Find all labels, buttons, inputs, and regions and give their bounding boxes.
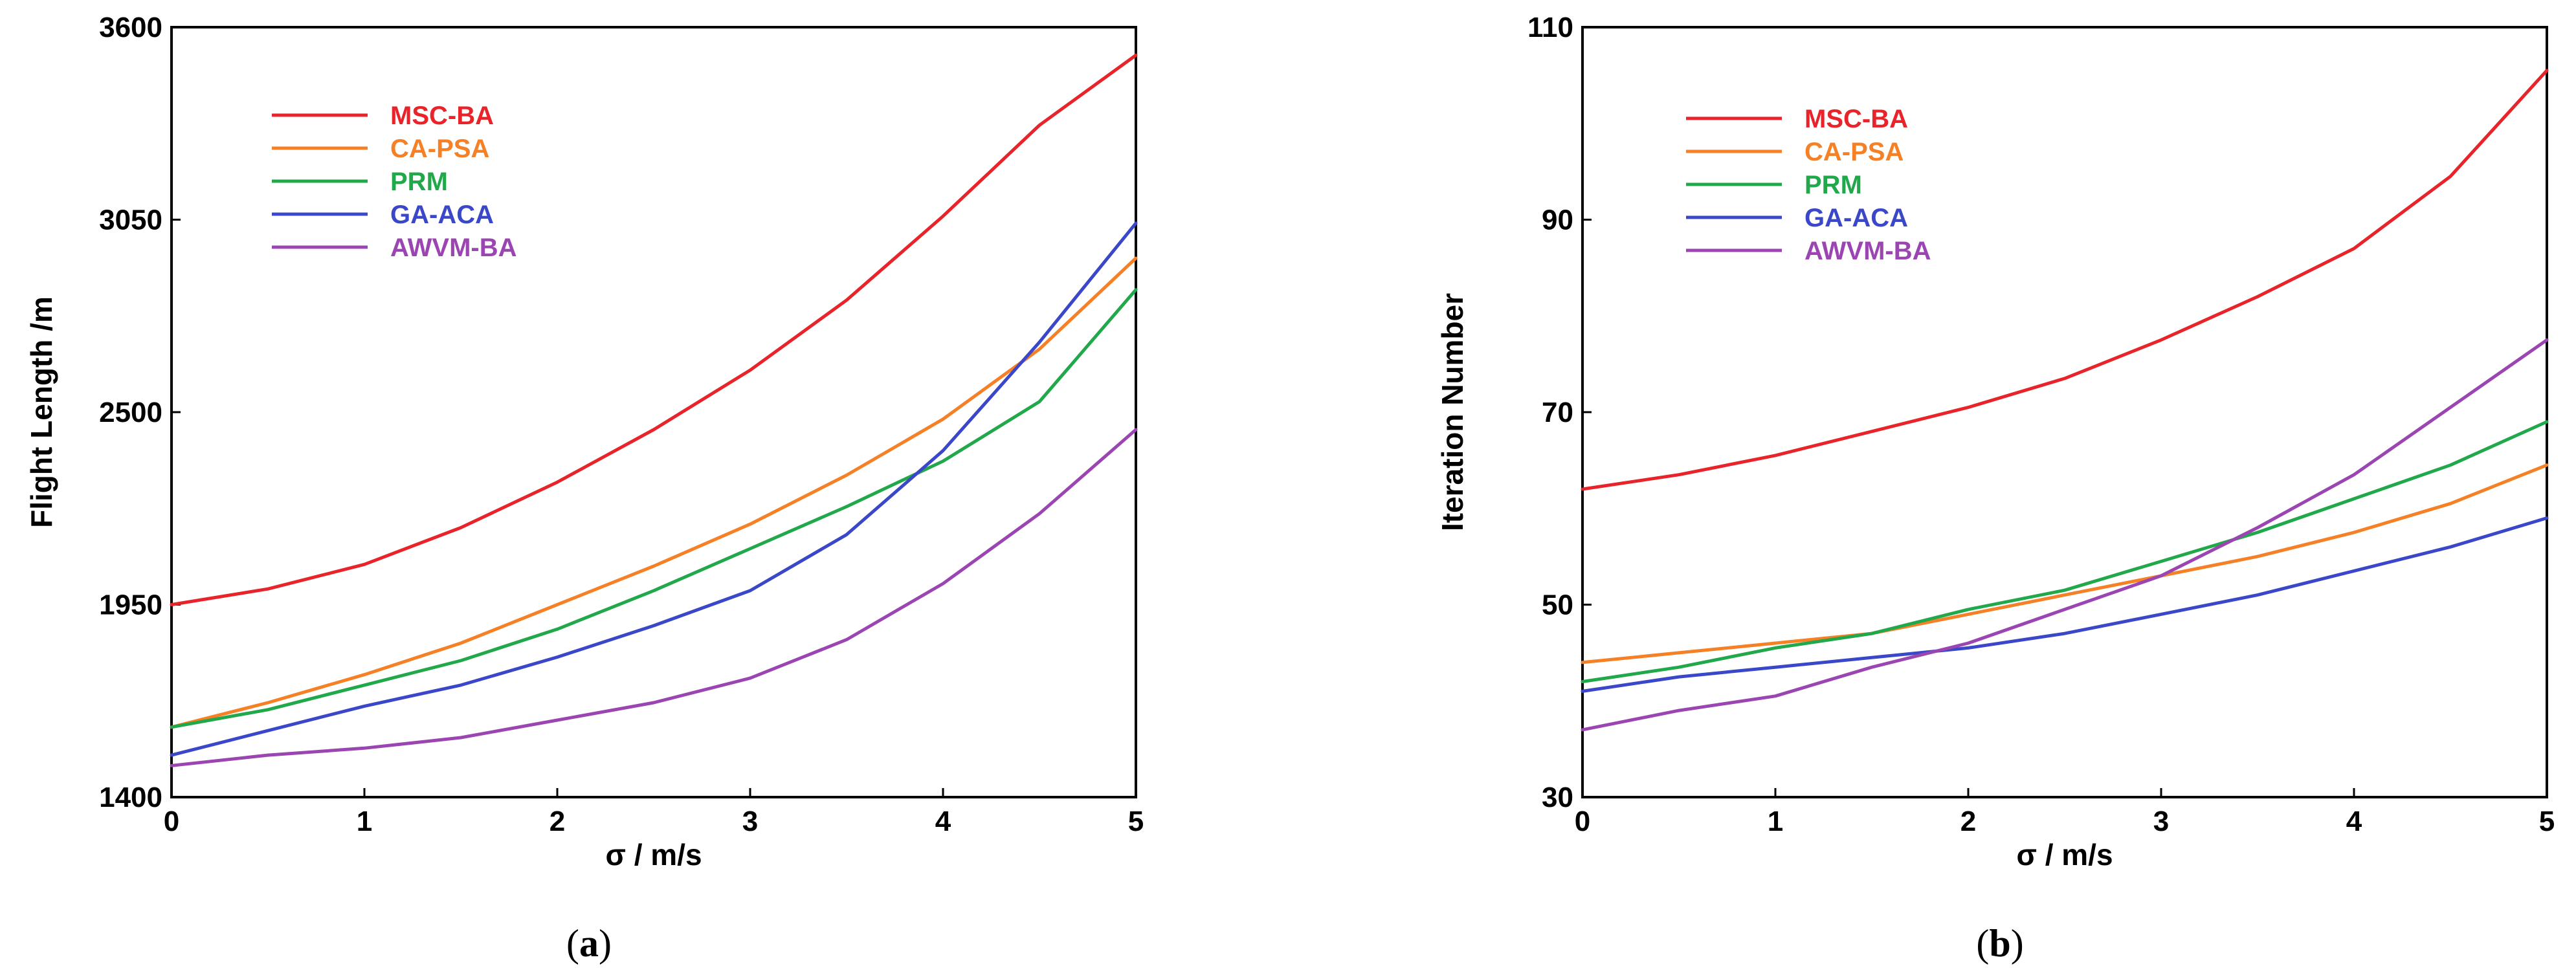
y-tick-label: 70 [1542,397,1573,428]
series-line-prm [1581,420,2549,683]
legend-label-awvm-ba: AWVM-BA [390,234,517,262]
legend-label-awvm-ba: AWVM-BA [1804,237,1931,265]
y-tick-label: 2500 [99,397,162,428]
legend-label-ga-aca: GA-ACA [390,201,494,229]
x-tick-label: 3 [2153,806,2169,837]
panel-caption-letter: a [579,922,599,965]
y-tick-label: 50 [1542,589,1573,621]
y-tick-label: 30 [1542,782,1573,813]
x-tick-label: 4 [935,806,951,837]
x-tick-label: 2 [1960,806,1976,837]
plot-frame [1581,26,2548,798]
series-line-msc-ba [170,53,1138,606]
x-tick-label: 3 [742,806,758,837]
panel-caption: (a) [566,922,612,965]
y-axis-title: Flight Length /m [25,296,58,528]
series-line-ca-psa [1581,463,2549,664]
legend-label-prm: PRM [390,168,448,196]
series-line-ca-psa [170,256,1138,729]
plot-frame [170,26,1137,798]
chart-b: 0 1 2 3 4 5 30 50 70 90 110 σ / m/s Iteration Number… [1436,12,2555,965]
x-tick-label: 5 [1128,806,1144,837]
series-line-prm [170,288,1138,729]
legend-label-ca-psa: CA-PSA [1804,138,1904,166]
x-tick-label: 1 [357,806,372,837]
x-tick-label: 1 [1768,806,1783,837]
series-line-msc-ba [1581,69,2549,491]
x-tick-label: 0 [164,806,179,837]
y-tick-label: 3600 [99,12,162,43]
y-tick-label: 110 [1527,12,1573,43]
x-axis-title: σ / m/s [2016,838,2113,872]
x-tick-label: 0 [1575,806,1590,837]
series-line-awvm-ba [170,428,1138,767]
legend-label-ca-psa: CA-PSA [390,135,489,163]
legend-label-ga-aca: GA-ACA [1804,204,1908,232]
series-line-ga-aca [1581,516,2549,693]
legend-label-prm: PRM [1804,171,1862,199]
x-tick-label: 2 [550,806,565,837]
y-axis-title: Iteration Number [1436,293,1469,531]
y-tick-label: 1950 [99,589,162,621]
x-tick-label: 5 [2539,806,2555,837]
y-tick-label: 90 [1542,204,1573,236]
panel-caption: (b) [1976,922,2023,965]
y-tick-label: 3050 [99,204,162,236]
legend-label-msc-ba: MSC-BA [1804,105,1908,133]
series-line-ga-aca [170,221,1138,757]
x-axis-title: σ / m/s [605,838,702,872]
y-tick-label: 1400 [99,782,162,813]
legend-label-msc-ba: MSC-BA [390,102,494,130]
series-line-awvm-ba [1581,338,2549,732]
panel-caption-letter: b [1989,922,2010,965]
x-tick-label: 4 [2346,806,2362,837]
chart-a: 0 1 2 3 4 5 1400 1950 2500 3050 3600 σ / m/s Flight … [25,12,1144,965]
